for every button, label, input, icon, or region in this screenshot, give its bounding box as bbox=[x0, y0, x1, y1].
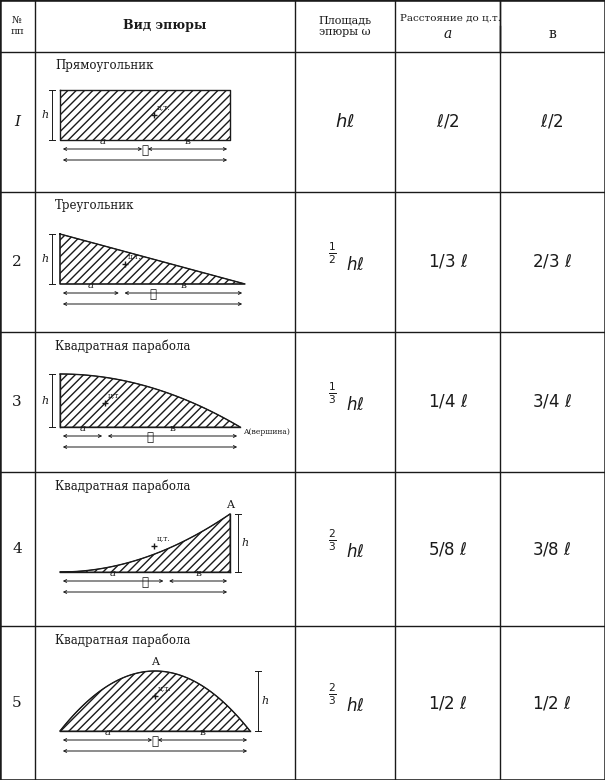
Text: ц.т.: ц.т. bbox=[158, 685, 172, 693]
Text: эпюры ω: эпюры ω bbox=[319, 27, 371, 37]
Text: 4: 4 bbox=[12, 542, 22, 556]
Text: Расстояние до ц.т.: Расстояние до ц.т. bbox=[399, 13, 500, 23]
Text: $h\ell$: $h\ell$ bbox=[346, 697, 364, 715]
Text: в: в bbox=[180, 281, 186, 290]
Text: ц.т.: ц.т. bbox=[157, 104, 170, 112]
Text: в: в bbox=[200, 728, 206, 737]
Text: $\frac{1}{3}$: $\frac{1}{3}$ bbox=[327, 380, 336, 406]
Text: a: a bbox=[79, 424, 85, 433]
Text: Квадратная парабола: Квадратная парабола bbox=[55, 633, 191, 647]
Text: Прямоугольник: Прямоугольник bbox=[55, 59, 154, 73]
Text: $\frac{2}{3}$: $\frac{2}{3}$ bbox=[327, 681, 336, 707]
Text: $\frac{2}{3}$: $\frac{2}{3}$ bbox=[327, 527, 336, 553]
Text: ℓ: ℓ bbox=[151, 735, 159, 748]
Text: A: A bbox=[226, 500, 234, 510]
Text: Квадратная парабола: Квадратная парабола bbox=[55, 339, 191, 353]
Polygon shape bbox=[60, 514, 230, 572]
Text: $1/2\ \ell$: $1/2\ \ell$ bbox=[532, 694, 572, 712]
Text: a: a bbox=[88, 281, 94, 290]
Text: $\ell/2$: $\ell/2$ bbox=[540, 113, 563, 131]
Text: Треугольник: Треугольник bbox=[55, 200, 134, 212]
Text: ℓ: ℓ bbox=[142, 144, 148, 157]
Text: 3: 3 bbox=[12, 395, 22, 409]
Text: ℓ: ℓ bbox=[146, 431, 154, 444]
Text: ц.т.: ц.т. bbox=[108, 392, 122, 400]
Text: ц.т.: ц.т. bbox=[128, 253, 142, 261]
Polygon shape bbox=[60, 90, 230, 140]
Text: №
пп: № пп bbox=[10, 16, 24, 36]
Text: ℓ: ℓ bbox=[149, 288, 156, 301]
Text: $5/8\ \ell$: $5/8\ \ell$ bbox=[428, 540, 468, 558]
Text: ц.т.: ц.т. bbox=[157, 535, 170, 543]
Text: в: в bbox=[169, 424, 175, 433]
Text: $h\ell$: $h\ell$ bbox=[335, 113, 355, 131]
Text: a: a bbox=[99, 137, 105, 146]
Text: h: h bbox=[41, 110, 48, 120]
Text: I: I bbox=[14, 115, 20, 129]
Text: $1/2\ \ell$: $1/2\ \ell$ bbox=[428, 694, 468, 712]
Text: $3/4\ \ell$: $3/4\ \ell$ bbox=[532, 393, 572, 411]
Text: h: h bbox=[41, 254, 48, 264]
Text: $1/4\ \ell$: $1/4\ \ell$ bbox=[428, 393, 468, 411]
Text: A(вершина): A(вершина) bbox=[243, 428, 290, 436]
Polygon shape bbox=[60, 671, 250, 731]
Text: $\frac{1}{2}$: $\frac{1}{2}$ bbox=[327, 240, 336, 266]
Text: Площадь: Площадь bbox=[318, 15, 371, 25]
Text: a: a bbox=[444, 27, 452, 41]
Text: в: в bbox=[195, 569, 201, 578]
Text: h: h bbox=[241, 538, 249, 548]
Text: $h\ell$: $h\ell$ bbox=[346, 396, 364, 414]
Text: h: h bbox=[41, 395, 48, 406]
Text: 5: 5 bbox=[12, 696, 22, 710]
Text: $h\ell$: $h\ell$ bbox=[346, 256, 364, 274]
Text: ℓ: ℓ bbox=[142, 576, 148, 589]
Text: $2/3\ \ell$: $2/3\ \ell$ bbox=[532, 253, 572, 271]
Text: в: в bbox=[185, 137, 191, 146]
Polygon shape bbox=[60, 374, 240, 427]
Text: Квадратная парабола: Квадратная парабола bbox=[55, 479, 191, 493]
Text: $\ell/2$: $\ell/2$ bbox=[436, 113, 460, 131]
Text: Вид эпюры: Вид эпюры bbox=[123, 20, 207, 33]
Text: в: в bbox=[548, 27, 556, 41]
Text: a: a bbox=[110, 569, 116, 578]
Text: $3/8\ \ell$: $3/8\ \ell$ bbox=[532, 540, 572, 558]
Text: a: a bbox=[105, 728, 111, 737]
Polygon shape bbox=[60, 234, 245, 284]
Text: 2: 2 bbox=[12, 255, 22, 269]
Text: $h\ell$: $h\ell$ bbox=[346, 543, 364, 561]
Text: $1/3\ \ell$: $1/3\ \ell$ bbox=[428, 253, 468, 271]
Text: h: h bbox=[261, 696, 269, 706]
Text: A: A bbox=[151, 657, 159, 667]
